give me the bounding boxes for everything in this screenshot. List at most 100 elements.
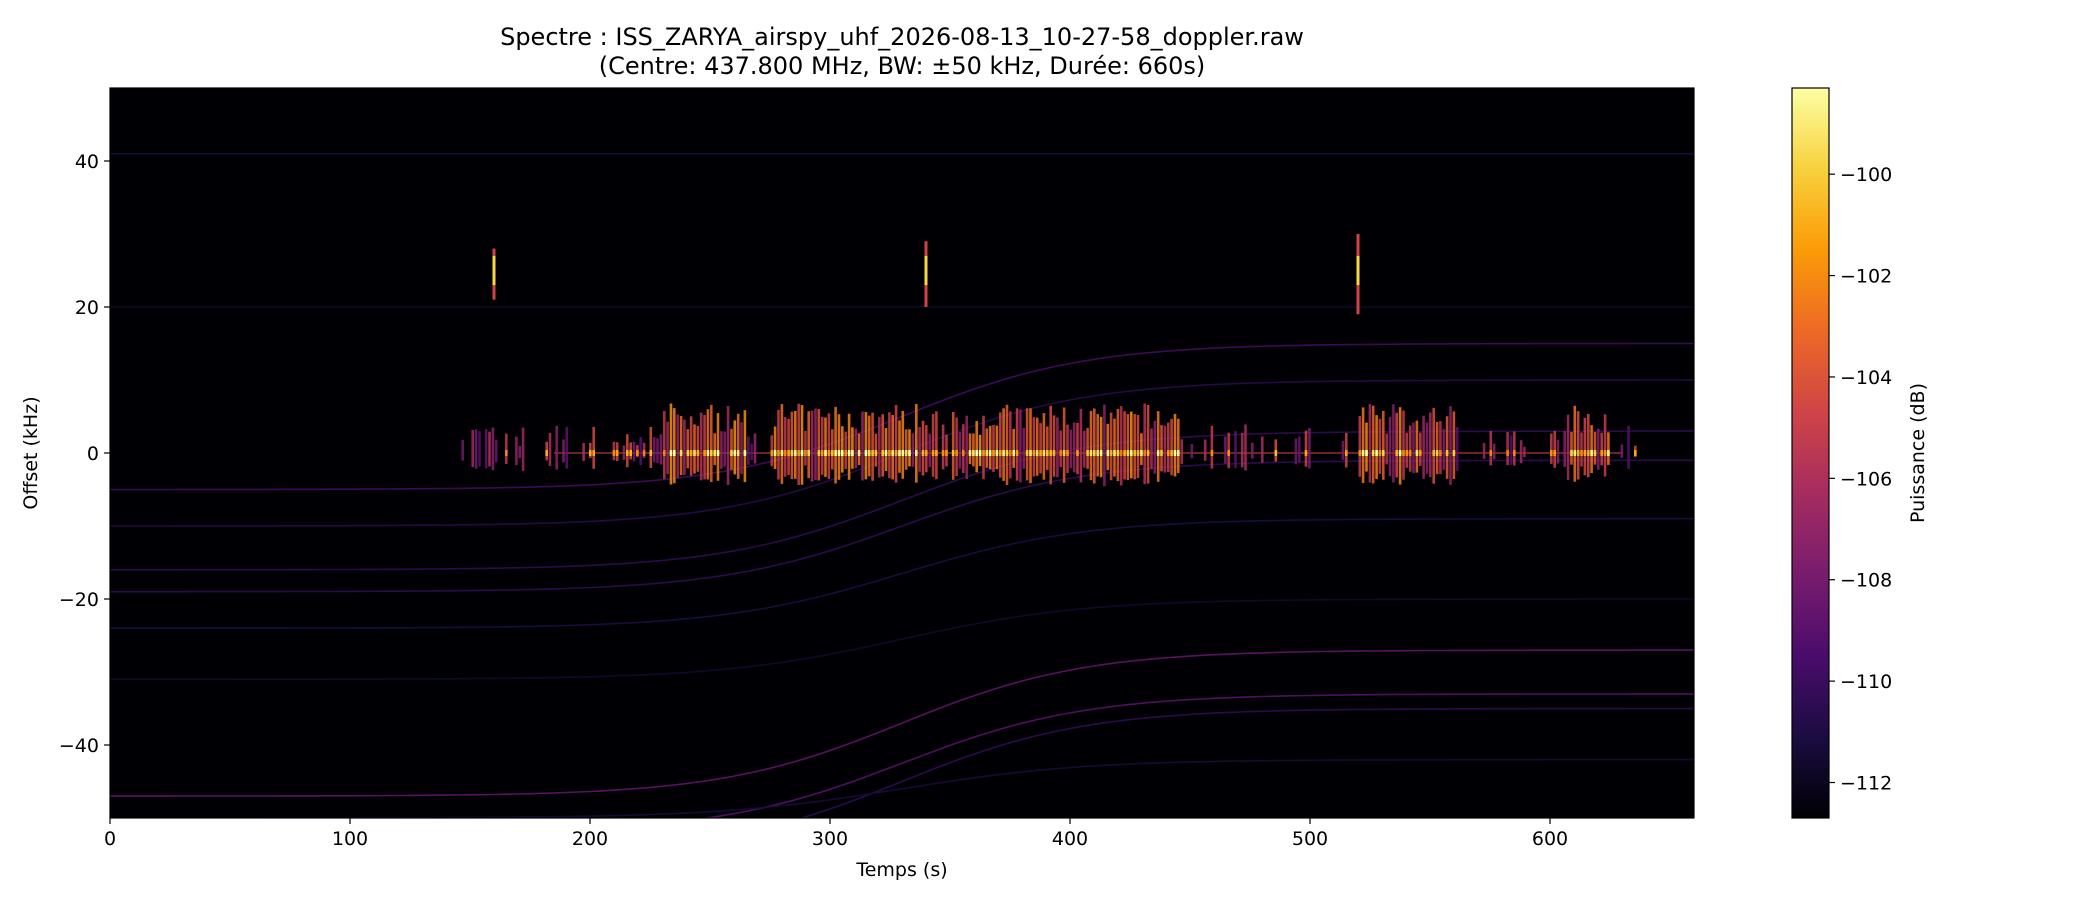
- burst: [861, 411, 864, 481]
- burst: [1103, 404, 1106, 487]
- burst-core: [935, 450, 938, 456]
- burst-core: [797, 450, 800, 456]
- burst-core: [1035, 450, 1039, 456]
- burst-core: [955, 450, 958, 456]
- burst-core: [1042, 450, 1046, 456]
- burst: [1550, 433, 1553, 464]
- burst-core: [1025, 450, 1029, 456]
- burst: [663, 411, 666, 480]
- burst-core: [780, 450, 784, 456]
- burst: [1019, 409, 1022, 483]
- burst: [1358, 415, 1362, 477]
- burst: [1126, 414, 1130, 481]
- burst: [1371, 405, 1375, 484]
- burst: [1089, 411, 1093, 481]
- burst: [1482, 443, 1486, 459]
- colorbar-tick-label: −108: [1840, 570, 1892, 592]
- burst: [1005, 404, 1009, 485]
- burst: [706, 409, 710, 480]
- burst-core: [1227, 450, 1230, 456]
- burst: [1607, 432, 1610, 465]
- doppler-trace: [798, 707, 1694, 818]
- burst: [1298, 436, 1301, 463]
- burst: [1382, 410, 1385, 480]
- burst: [1590, 425, 1593, 474]
- burst: [488, 431, 491, 467]
- burst: [787, 418, 790, 475]
- burst: [699, 412, 703, 481]
- burst: [1422, 415, 1425, 479]
- burst: [1056, 417, 1059, 478]
- burst: [1136, 415, 1140, 478]
- burst-core: [972, 450, 975, 456]
- burst: [1449, 406, 1452, 485]
- burst-core: [1005, 450, 1009, 456]
- burst-core: [841, 450, 844, 456]
- burst-core: [1415, 450, 1419, 456]
- burst: [975, 421, 978, 473]
- burst-core: [1603, 450, 1607, 456]
- burst: [773, 426, 777, 469]
- burst-core: [736, 450, 740, 456]
- burst-core: [988, 450, 992, 456]
- burst: [1160, 425, 1163, 472]
- burst-core: [857, 450, 861, 456]
- burst-core: [626, 450, 629, 456]
- burst-core: [982, 450, 985, 456]
- burst: [1210, 425, 1214, 469]
- burst: [478, 431, 481, 467]
- burst-core: [1089, 450, 1093, 456]
- burst: [565, 426, 569, 469]
- burst: [1177, 418, 1180, 474]
- burst-core: [894, 450, 898, 456]
- burst: [1123, 411, 1126, 480]
- burst: [659, 434, 663, 465]
- burst-core: [642, 450, 646, 456]
- burst: [639, 437, 642, 465]
- burst: [1435, 421, 1439, 475]
- burst-core: [1489, 450, 1493, 456]
- burst: [1587, 413, 1590, 478]
- burst: [736, 413, 740, 479]
- burst-core: [1580, 450, 1583, 456]
- burst: [548, 433, 552, 466]
- burst-core: [844, 450, 847, 456]
- burst: [1025, 408, 1029, 481]
- burst-core: [1304, 450, 1308, 456]
- burst-core: [1116, 450, 1120, 456]
- burst: [733, 420, 737, 475]
- burst-core: [713, 450, 716, 456]
- burst-core: [1002, 450, 1005, 456]
- burst: [1455, 427, 1459, 471]
- burst-core: [1076, 450, 1079, 456]
- burst: [1234, 431, 1237, 469]
- burst: [1052, 415, 1056, 477]
- burst-core: [867, 450, 871, 456]
- burst: [1398, 407, 1402, 485]
- burst: [730, 428, 733, 470]
- burst-core: [1398, 450, 1402, 456]
- burst: [656, 438, 659, 463]
- burst: [915, 404, 918, 483]
- burst-core: [1032, 450, 1036, 456]
- burst-core: [787, 450, 790, 456]
- doppler-trace: [110, 649, 1694, 797]
- burst: [1140, 433, 1143, 466]
- burst-core: [915, 450, 918, 456]
- burst: [1261, 436, 1264, 463]
- burst-core: [1402, 450, 1405, 456]
- burst: [1519, 440, 1523, 464]
- burst-core: [945, 450, 948, 456]
- y-tick-label: 0: [87, 443, 99, 465]
- burst: [1627, 425, 1630, 469]
- colorbar-tick-label: −106: [1840, 468, 1892, 490]
- burst-core: [1160, 450, 1163, 456]
- burst: [1553, 431, 1556, 468]
- burst: [1361, 407, 1365, 483]
- burst-core: [1029, 450, 1032, 456]
- burst-core: [1062, 450, 1066, 456]
- y-tick-label: 20: [75, 297, 99, 319]
- burst-core: [941, 450, 945, 456]
- burst: [1167, 422, 1170, 473]
